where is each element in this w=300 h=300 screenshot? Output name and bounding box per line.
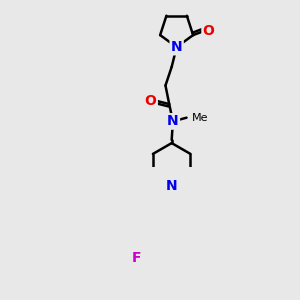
Text: N: N xyxy=(171,40,182,54)
Text: N: N xyxy=(167,114,179,128)
Text: N: N xyxy=(166,179,178,194)
Text: F: F xyxy=(132,251,142,265)
Text: O: O xyxy=(145,94,157,108)
Text: Me: Me xyxy=(191,113,208,123)
Text: O: O xyxy=(203,24,214,38)
